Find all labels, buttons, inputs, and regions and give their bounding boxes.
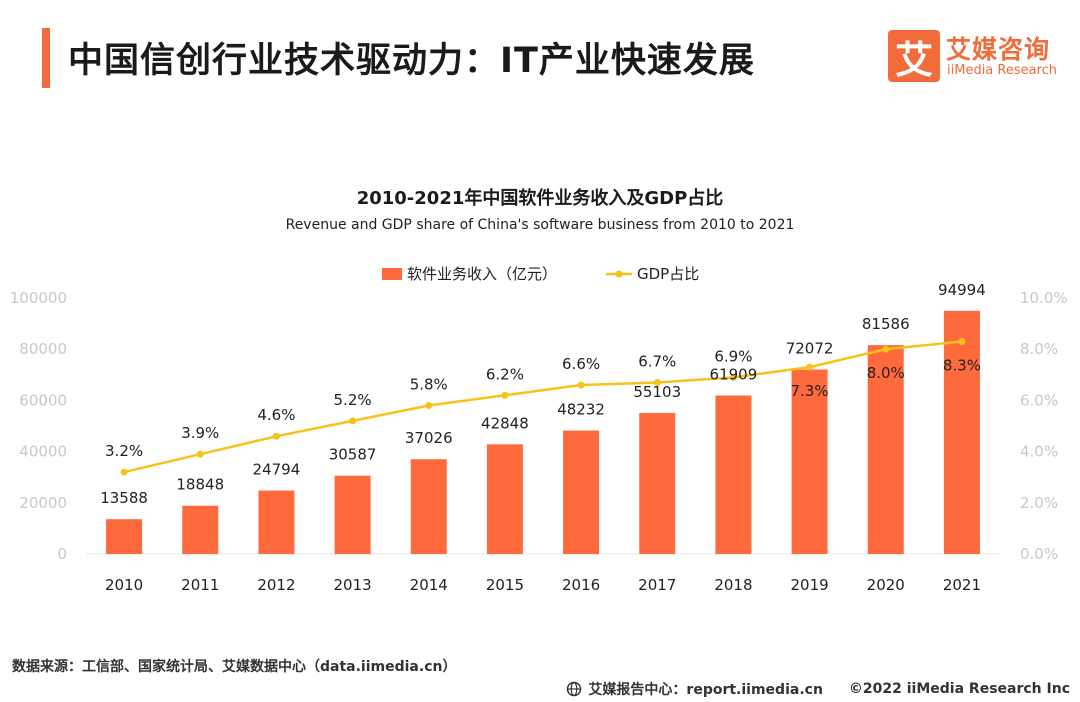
x-tick-label: 2015 [486,576,524,594]
gdp-share-line [123,340,963,474]
footer-source: 数据来源：工信部、国家统计局、艾媒数据中心（data.iimedia.cn） [12,659,457,675]
bar-value-label: 81586 [862,315,910,333]
y-left-tick-label: 60000 [19,391,67,409]
bar-value-label: 61909 [710,366,758,384]
bar-2016 [563,430,600,554]
bar-2014 [410,459,447,554]
legend-line-label: GDP占比 [637,265,699,283]
footer-bottom: 艾媒报告中心：report.iimedia.cn ©2022 iiMedia R… [566,679,1070,699]
gdp-point-2021 [958,338,966,346]
legend-bar-label: 软件业务收入（亿元） [407,265,557,283]
legend-bar-swatch [382,268,402,280]
y-right-tick-label: 10.0% [1020,289,1068,307]
bar-2010 [106,519,143,554]
bar-2021 [943,310,980,554]
bar-2011 [182,505,219,554]
y-right-tick-label: 0.0% [1020,545,1058,563]
page-title: 中国信创行业技术驱动力：IT产业快速发展 [68,41,755,81]
gdp-point-2020 [882,345,890,353]
title-accent-bar [42,28,50,88]
chart-subtitle: Revenue and GDP share of China's softwar… [285,217,795,233]
y-right-tick-label: 8.0% [1020,340,1058,358]
bar-value-label: 94994 [938,281,986,299]
y-left-tick-label: 80000 [19,340,67,358]
bar-2020 [867,345,904,554]
x-tick-label: 2018 [714,576,752,594]
bar-value-label: 48232 [557,401,605,419]
gdp-point-2013 [349,417,357,425]
gdp-point-2015 [501,391,509,399]
x-tick-label: 2012 [257,576,295,594]
gdp-point-2012 [272,432,280,440]
bar-value-label: 18848 [176,476,224,494]
y-right-tick-label: 6.0% [1020,391,1058,409]
y-left-tick-label: 40000 [19,443,67,461]
x-tick-label: 2021 [943,576,981,594]
gdp-value-label: 5.2% [334,391,372,409]
footer-copyright: ©2022 iiMedia Research Inc [848,681,1070,697]
bar-2012 [258,490,295,554]
x-tick-label: 2010 [105,576,143,594]
bar-value-label: 42848 [481,414,529,432]
combo-chart: 软件业务收入（亿元） GDP占比 0 20000 40000 60000 80000 1000… [10,265,1068,594]
gdp-value-label: 6.7% [638,352,676,370]
x-tick-label: 2011 [181,576,219,594]
gdp-value-label: 6.6% [562,355,600,373]
brand-name-cn: 艾媒咨询 [946,35,1051,64]
gdp-point-2010 [120,468,128,476]
gdp-point-2019 [806,363,814,371]
gdp-value-label: 3.2% [105,442,143,460]
bar-value-label: 24794 [253,461,301,479]
gdp-value-label: 6.9% [714,347,752,365]
bar-2017 [639,412,676,554]
gdp-value-label: 7.3% [791,382,829,400]
footer-report-center: 艾媒报告中心：report.iimedia.cn [588,682,823,698]
globe-icon [567,681,582,697]
x-tick-label: 2017 [638,576,676,594]
bar-2018 [715,395,752,554]
y-right-tick-label: 4.0% [1020,443,1058,461]
gdp-value-label: 3.9% [181,424,219,442]
gdp-value-label: 8.0% [867,364,905,382]
bar-value-label: 37026 [405,429,453,447]
gdp-value-label: 5.8% [410,376,448,394]
gdp-value-label: 8.3% [943,357,981,375]
legend-line-marker [615,270,623,278]
gdp-point-2016 [577,381,585,389]
y-left-tick-label: 0 [57,545,67,563]
gdp-value-label: 4.6% [257,406,295,424]
x-tick-label: 2016 [562,576,600,594]
bar-value-label: 55103 [633,383,681,401]
gdp-point-2014 [425,402,433,410]
y-left-tick-label: 100000 [10,289,67,307]
y-left-tick-label: 20000 [19,494,67,512]
x-tick-label: 2020 [867,576,905,594]
gdp-value-label: 6.2% [486,365,524,383]
bar-value-label: 30587 [329,446,377,464]
brand-logo: 艾 艾媒咨询 iiMedia Research [888,30,1068,82]
x-tick-label: 2019 [790,576,828,594]
chart-title: 2010-2021年中国软件业务收入及GDP占比 [356,188,724,209]
bar-2015 [486,444,523,554]
bar-2013 [334,475,371,554]
x-tick-label: 2013 [333,576,371,594]
y-right-tick-label: 2.0% [1020,494,1058,512]
x-tick-label: 2014 [410,576,448,594]
brand-name-en: iiMedia Research [947,63,1058,78]
brand-mark-icon: 艾 [888,30,940,82]
bar-2019 [791,369,828,554]
gdp-point-2011 [196,450,204,458]
bar-value-label: 13588 [100,489,148,507]
gdp-point-2018 [729,373,737,381]
gdp-point-2017 [653,378,661,386]
bar-value-label: 72072 [786,339,834,357]
